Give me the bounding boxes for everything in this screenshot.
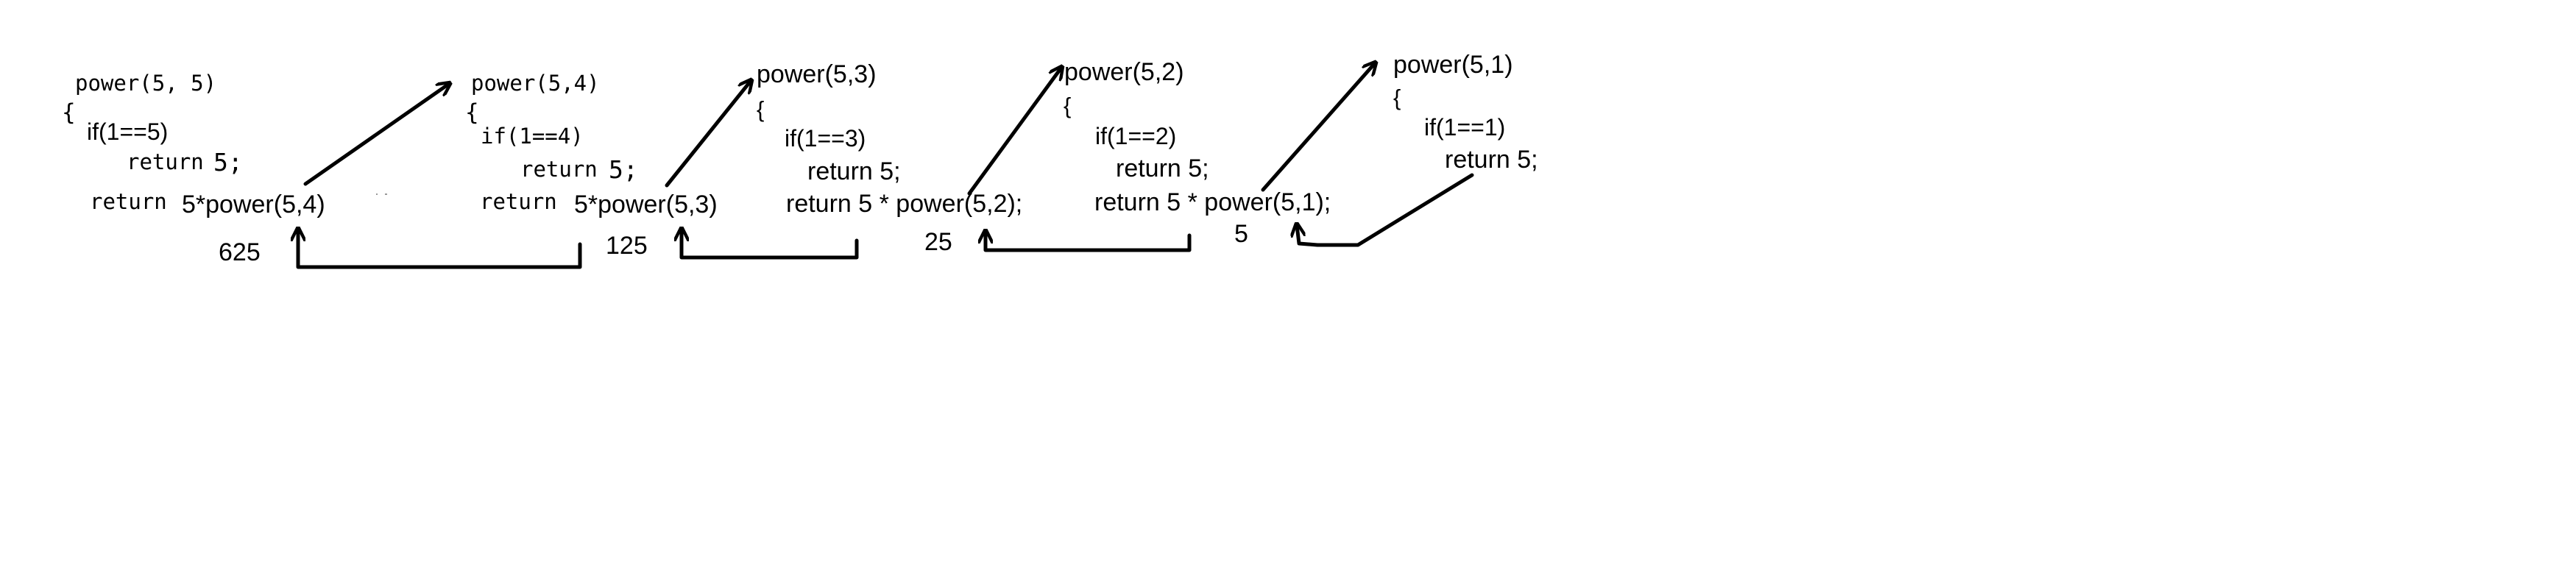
if-line: if(1==2)	[1095, 123, 1176, 149]
base-return: return 5;	[1445, 146, 1538, 174]
call-arrow-4	[1261, 63, 1375, 192]
result-value: 25	[924, 228, 952, 256]
open-brace: {	[1064, 93, 1071, 118]
return-arrows	[298, 173, 1474, 269]
call-label: power(5,4)	[471, 71, 600, 96]
recursive-return-expression: 5*power(5,4)	[182, 191, 325, 218]
open-brace: {	[757, 96, 764, 122]
result-value: 125	[606, 232, 648, 260]
call-arrow-1	[303, 84, 449, 186]
return-keyword: return	[127, 149, 204, 174]
return-arrow-4	[1297, 173, 1474, 247]
call-arrow-2	[665, 81, 751, 188]
base-return: return 5;	[807, 157, 901, 185]
frame-power-5-5: power(5, 5) { if(1==5) return 5; return …	[62, 71, 325, 266]
result-value: 5	[1234, 220, 1248, 248]
call-arrow-3	[967, 68, 1061, 196]
frame-power-5-4: power(5,4) { if(1==4) return 5; return 5…	[465, 71, 718, 260]
frame-power-5-2: power(5,2) { if(1==2) return 5; return 5…	[1064, 58, 1331, 248]
open-brace: {	[1393, 85, 1401, 110]
open-brace: {	[62, 99, 76, 126]
call-label: power(5,2)	[1064, 58, 1184, 86]
return-keyword: return	[520, 157, 598, 182]
base-return: return 5;	[1116, 154, 1209, 182]
recursive-return-expression: return 5 * power(5,1);	[1094, 188, 1331, 216]
if-line: if(1==4)	[481, 124, 584, 149]
call-label: power(5, 5)	[75, 71, 216, 96]
frame-power-5-1: power(5,1) { if(1==1) return 5;	[1393, 51, 1538, 174]
frame-power-5-3: power(5,3) { if(1==3) return 5; return 5…	[757, 60, 1022, 256]
call-arrows	[303, 63, 1375, 196]
return-arrow-1	[298, 230, 582, 269]
result-value: 625	[219, 238, 261, 266]
if-line: if(1==1)	[1424, 114, 1505, 141]
return-keyword: return	[90, 189, 167, 214]
return-value: 5;	[609, 155, 638, 184]
return-keyword: return	[480, 189, 557, 214]
return-arrow-3	[986, 232, 1192, 252]
if-line: if(1==5)	[87, 118, 168, 145]
return-arrow-2	[682, 230, 859, 260]
if-line: if(1==3)	[785, 125, 866, 152]
call-label: power(5,1)	[1393, 51, 1513, 79]
call-label: power(5,3)	[757, 60, 877, 88]
return-value: 5;	[213, 148, 243, 177]
recursive-return-expression: 5*power(5,3)	[574, 191, 718, 218]
open-brace: {	[465, 99, 479, 126]
recursive-return-expression: return 5 * power(5,2);	[786, 190, 1022, 218]
